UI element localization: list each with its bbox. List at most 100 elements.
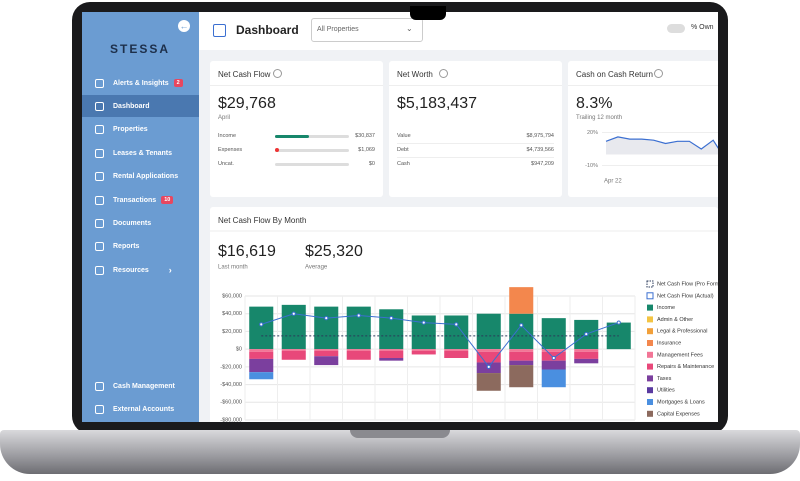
net-point: [454, 322, 459, 327]
nav-item[interactable]: Dashboard: [82, 95, 199, 118]
nav-icon: [95, 148, 104, 158]
y-tick-label: $40,000: [222, 311, 242, 317]
card-title: Cash on Cash Return: [576, 70, 653, 79]
bar-segment: [346, 349, 371, 351]
row-value: $8,975,794: [526, 133, 554, 139]
bar-segment: [346, 350, 371, 360]
nav-item[interactable]: Properties: [82, 119, 199, 141]
row-track: [275, 135, 349, 138]
nav-item[interactable]: Rental Applications: [82, 166, 199, 188]
bar-segment: [379, 309, 404, 350]
row-track: [275, 149, 349, 152]
card-title: Net Worth: [397, 70, 433, 79]
net-point: [324, 316, 329, 321]
nav-badge: 2: [173, 79, 183, 87]
legend-swatch: [647, 351, 653, 358]
y-tick-label: -$40,000: [220, 382, 242, 388]
row-value: $4,739,566: [526, 147, 554, 153]
bar-segment: [574, 349, 599, 352]
legend-swatch: [647, 399, 653, 405]
nav-icon: [95, 125, 104, 135]
bar-segment: [314, 356, 339, 366]
nav-label: External Accounts: [113, 405, 175, 413]
nav-item[interactable]: Leases & Tenants: [82, 142, 199, 164]
bar-segment: [541, 349, 566, 352]
area: [606, 136, 718, 155]
nav-item[interactable]: Reports: [82, 236, 199, 258]
net-point: [291, 311, 296, 316]
monthly-card: Net Cash Flow By Month $16,619 Last month…: [210, 207, 718, 422]
line: [605, 136, 718, 150]
bar-segment: [444, 315, 469, 350]
legend-label: Taxes: [657, 376, 672, 382]
summary-card: Net Cash Flow $29,768 April Income $30,837 Ex…: [210, 61, 383, 197]
bar-segment: [411, 349, 436, 351]
nav-label: Alerts & Insights: [113, 79, 169, 87]
bar-segment: [444, 350, 469, 358]
summary-card: Net Worth $5,183,437 Value $8,975,794 Debt $4…: [389, 61, 562, 197]
nav-item[interactable]: Documents: [82, 212, 199, 234]
legend-label: Net Cash Flow (Pro Forma): [657, 281, 718, 287]
bar-segment: [509, 365, 534, 388]
bar-segment: [541, 318, 566, 350]
bar-segment: [509, 349, 534, 352]
bar-segment: [346, 306, 371, 350]
bar-segment: [379, 349, 404, 351]
row-label: Expenses: [218, 147, 243, 153]
property-select[interactable]: All Properties ⌄: [311, 18, 423, 42]
row-label: Income: [218, 133, 237, 139]
summary-card: Cash on Cash Return 8.3% Trailing 12 month…: [568, 61, 718, 197]
legend-swatch: [647, 304, 653, 311]
y-tick-label: $0: [236, 347, 242, 353]
row-label: Value: [397, 133, 411, 139]
collapse-button[interactable]: ←: [178, 20, 190, 32]
legend-swatch: [647, 316, 653, 323]
nav-item[interactable]: Cash Management: [82, 375, 199, 397]
nav-label: Dashboard: [113, 102, 150, 110]
stat-value: $25,320: [305, 243, 363, 260]
legend-swatch: [647, 363, 653, 370]
bar-segment: [509, 313, 534, 350]
toggle[interactable]: [667, 24, 685, 33]
row-fill: [275, 148, 279, 152]
nav-label: Transactions: [113, 196, 157, 204]
nav-label: Reports: [113, 243, 140, 251]
card-value: 8.3%: [576, 95, 613, 112]
net-point: [486, 364, 491, 369]
row-value: $0: [368, 161, 375, 167]
camera: [410, 6, 446, 20]
bar-segment: [281, 350, 306, 360]
nav-item[interactable]: Resources ›: [82, 259, 199, 281]
y-tick-label: $20,000: [222, 329, 242, 335]
nav-item[interactable]: External Accounts: [82, 398, 199, 420]
card-sub: Trailing 12 month: [576, 115, 623, 121]
nav-item[interactable]: Transactions 10: [82, 189, 199, 211]
y-tick-label: -$60,000: [220, 400, 242, 406]
y-tick-label: -10%: [585, 163, 598, 169]
y-tick-label: 20%: [587, 130, 598, 136]
top-bar: Dashboard All Properties ⌄ % Own: [199, 12, 718, 50]
bar-segment: [249, 351, 274, 359]
toggle-label: % Own: [691, 24, 714, 31]
legend-label: Capital Expenses: [657, 411, 700, 417]
y-tick-label: $60,000: [222, 293, 242, 299]
screen: ← STESSA Alerts & Insights 2 Dashboard Prop…: [82, 12, 718, 422]
row-value: $30,837: [355, 133, 375, 139]
legend-label: Utilities: [657, 388, 675, 394]
bar-segment: [249, 358, 274, 373]
bar-segment: [476, 373, 501, 391]
row-value: $1,069: [358, 147, 375, 153]
logo: STESSA: [110, 42, 171, 56]
info-icon: [439, 69, 448, 78]
bar-segment: [314, 350, 339, 357]
legend-label: Mortgages & Loans: [657, 399, 705, 405]
legend-swatch: [646, 280, 654, 288]
row-label: Debt: [397, 147, 409, 153]
bar-segment: [476, 313, 501, 350]
nav-label: Properties: [113, 126, 148, 134]
row-track: [275, 163, 349, 166]
nav-item[interactable]: Alerts & Insights 2: [82, 72, 199, 94]
bar-segment: [249, 372, 274, 380]
card-divider: [210, 85, 383, 86]
legend-swatch: [647, 328, 653, 335]
